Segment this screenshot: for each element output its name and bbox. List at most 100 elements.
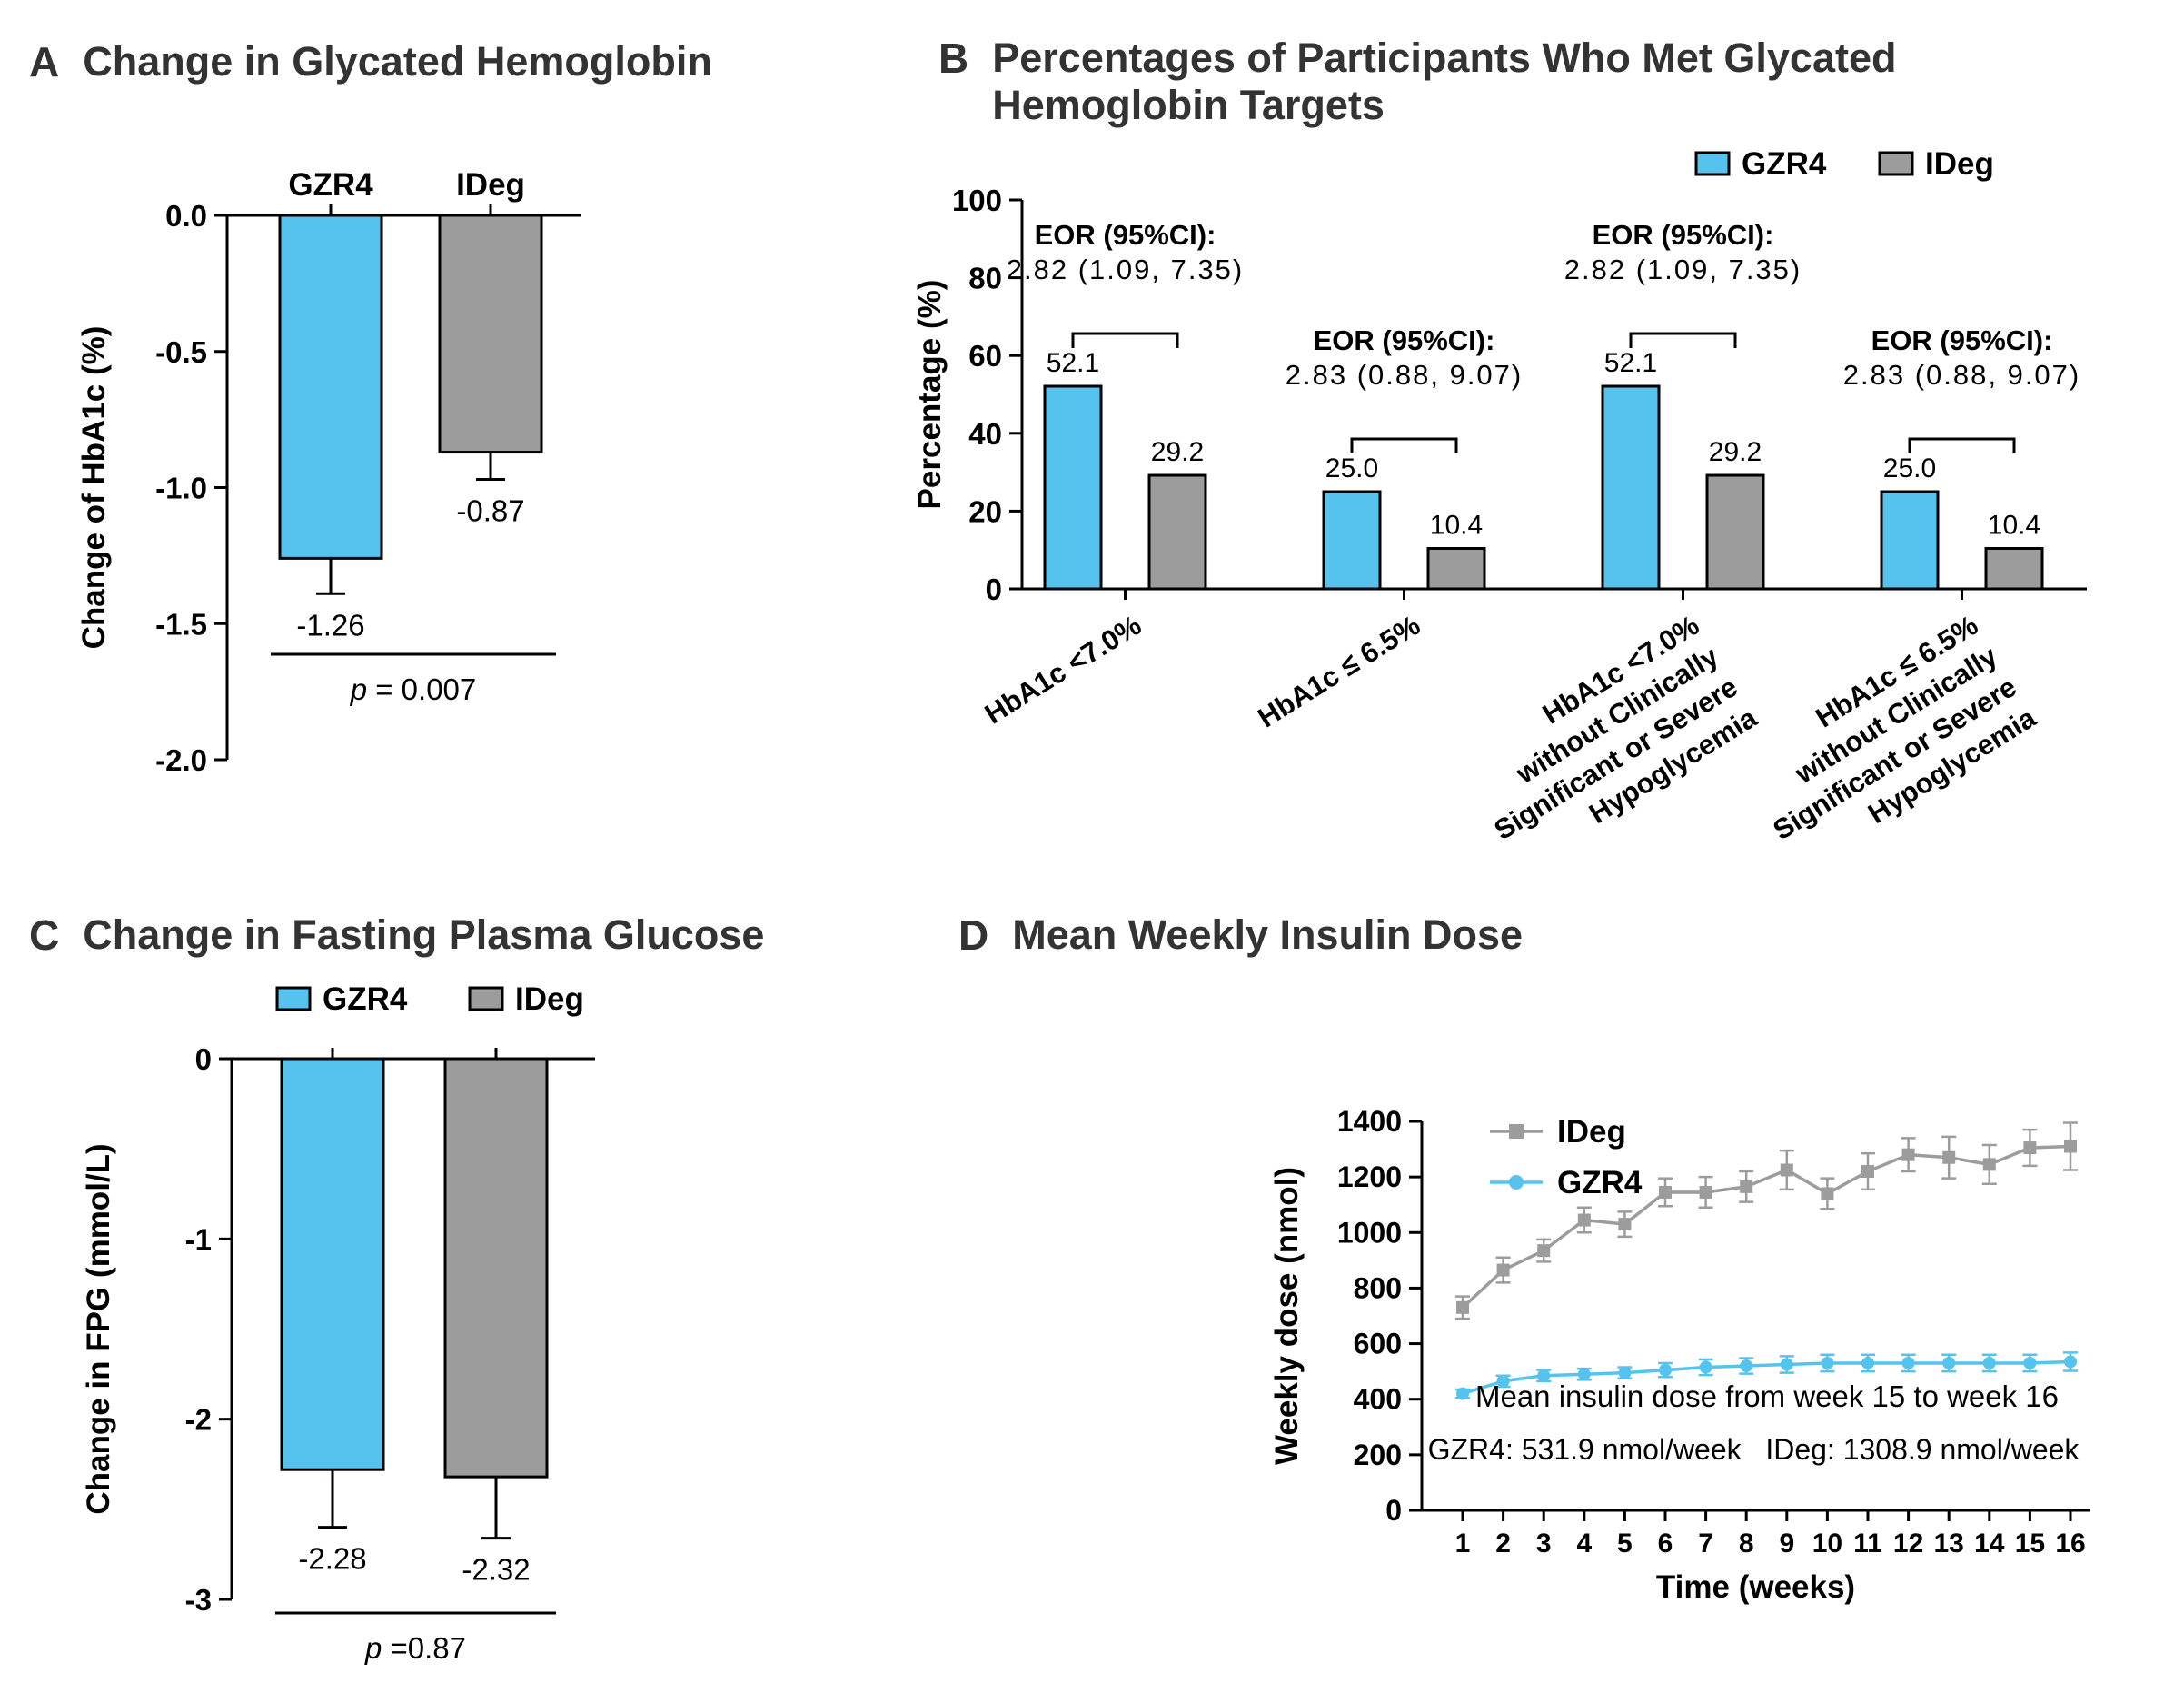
square-marker xyxy=(1577,1213,1591,1227)
chart-fpg-change: 0 -1 -2 -3 -2.28 -2.32 p =0.87 Change in FPG (m… xyxy=(81,981,595,1665)
square-marker xyxy=(2064,1140,2077,1153)
chart-hba1c-change: 0.0 -0.5 -1.0 -1.5 -2.0 -1.26 -0.87 GZR4 IDeg p =… xyxy=(76,167,581,777)
column-label: IDeg xyxy=(456,167,525,203)
x-tick-label: 12 xyxy=(1893,1529,1923,1559)
circle-marker xyxy=(1901,1356,1915,1369)
bars: -2.28 -2.32 xyxy=(280,1057,549,1587)
comparison-bracket xyxy=(1071,332,1179,349)
x-tick-label: 10 xyxy=(1812,1529,1842,1559)
y-tick-label: -3 xyxy=(185,1583,212,1617)
value-label: 10.4 xyxy=(1430,510,1483,540)
y-tick-label: -1 xyxy=(185,1222,212,1256)
p-value-label: p =0.87 xyxy=(364,1631,466,1665)
bar-ideg xyxy=(1426,546,1486,591)
y-tick-label: -1.0 xyxy=(155,472,207,505)
y-tick-label: 0 xyxy=(1385,1494,1402,1527)
bar-gzr4 xyxy=(280,1057,385,1471)
bar-gzr4 xyxy=(1043,384,1103,591)
y-tick-label: 200 xyxy=(1354,1439,1402,1471)
p-value-label: p = 0.007 xyxy=(350,672,477,706)
x-tick-label: 9 xyxy=(1779,1529,1794,1559)
panel-d-letter: D xyxy=(958,911,989,959)
legend-label: IDeg xyxy=(515,981,584,1017)
square-marker xyxy=(1537,1244,1551,1258)
bar-gzr4 xyxy=(1322,490,1382,591)
comparison-bracket xyxy=(1908,437,2016,453)
error-bar xyxy=(316,558,345,595)
y-tick-label: 60 xyxy=(968,339,1002,373)
error-bar xyxy=(318,1469,347,1529)
legend-label: IDeg xyxy=(1557,1114,1626,1150)
x-tick-label: 16 xyxy=(2055,1529,2085,1559)
bar-ideg xyxy=(1984,546,2044,591)
x-tick-label: 13 xyxy=(1934,1529,1964,1559)
square-marker xyxy=(1901,1148,1915,1161)
y-tick-label: 0.0 xyxy=(165,199,207,233)
circle-marker xyxy=(1982,1356,1996,1369)
square-marker xyxy=(1699,1185,1712,1199)
circle-marker xyxy=(1537,1369,1551,1382)
error-bar xyxy=(481,1477,511,1540)
x-tick-label: 8 xyxy=(1739,1529,1754,1559)
circle-marker xyxy=(1456,1387,1469,1400)
circle-marker xyxy=(1618,1366,1632,1379)
y-tick-label: 1400 xyxy=(1337,1105,1402,1138)
eor-value: 2.83 (0.88, 9.07) xyxy=(1843,359,2081,391)
y-tick-label: 400 xyxy=(1354,1383,1402,1416)
annotation-line-2: GZR4: 531.9 nmol/week IDeg: 1308.9 nmol/… xyxy=(1428,1433,2080,1466)
p-value: p =0.87 xyxy=(275,1611,556,1665)
panel-c-heading: Change in Fasting Plasma Glucose xyxy=(83,911,765,958)
bars: -1.26 -0.87 xyxy=(278,214,543,642)
eor-label: EOR (95%CI): xyxy=(1314,324,1495,356)
eor-label: EOR (95%CI): xyxy=(1871,324,2053,356)
legend-label: GZR4 xyxy=(1742,146,1827,182)
legend: GZR4 IDeg xyxy=(275,981,584,1017)
bar-group: 52.1 29.2 EOR (95%CI):2.82 (1.09, 7.35) HbA… xyxy=(1450,219,1802,877)
comparison-bracket xyxy=(1350,437,1458,453)
column-label: GZR4 xyxy=(288,167,373,203)
y-tick-label: -1.5 xyxy=(155,607,207,641)
value-label: 25.0 xyxy=(1883,453,1936,483)
eor-value: 2.82 (1.09, 7.35) xyxy=(1564,254,1802,285)
value-label: -2.32 xyxy=(462,1553,530,1587)
y-tick-label: 40 xyxy=(968,417,1002,451)
legend-swatch-ideg xyxy=(1878,151,1914,176)
y-tick-label: 20 xyxy=(968,494,1002,528)
y-axis-label: Change in FPG (mmol/L) xyxy=(81,1143,116,1514)
category-label: HbA1c <7.0%without ClinicallySignificant… xyxy=(1450,609,1762,877)
category-label: HbA1c <7.0% xyxy=(979,609,1147,730)
eor-value: 2.82 (1.09, 7.35) xyxy=(1007,254,1245,285)
legend-circle-marker xyxy=(1509,1175,1524,1190)
value-label: 29.2 xyxy=(1709,437,1762,467)
x-tick-label: 5 xyxy=(1617,1529,1633,1559)
y-axis-label: Percentage (%) xyxy=(913,280,948,510)
legend-swatch-gzr4 xyxy=(275,986,312,1011)
annotation-line-1: Mean insulin dose from week 15 to week 1… xyxy=(1475,1379,2059,1413)
circle-marker xyxy=(1577,1368,1591,1381)
error-bar xyxy=(476,452,505,482)
square-marker xyxy=(2023,1141,2037,1155)
circle-marker xyxy=(1740,1359,1753,1373)
x-tick-label: 7 xyxy=(1698,1529,1713,1559)
panel-d-title: D Mean Weekly Insulin Dose xyxy=(958,911,1523,960)
legend-swatch-gzr4 xyxy=(1694,151,1731,176)
p-value: p = 0.007 xyxy=(271,652,556,706)
x-tick-label: 1 xyxy=(1455,1529,1471,1559)
circle-marker xyxy=(2023,1356,2037,1369)
x-tick-label: 6 xyxy=(1658,1529,1673,1559)
circle-marker xyxy=(2064,1355,2077,1369)
category-label: HbA1c ≤ 6.5% xyxy=(1252,609,1425,733)
y-tick-labels: 0.0 -0.5 -1.0 -1.5 -2.0 xyxy=(155,199,207,777)
y-tick-label: -2 xyxy=(185,1403,212,1437)
y-tick-labels: 0 20 40 60 80 100 xyxy=(952,184,1002,606)
y-tick-label: 80 xyxy=(968,262,1002,295)
value-label: -1.26 xyxy=(296,608,364,642)
value-label: -0.87 xyxy=(456,494,524,528)
y-tick-label: -2.0 xyxy=(155,743,207,777)
eor-label: EOR (95%CI): xyxy=(1593,219,1774,251)
circle-marker xyxy=(1659,1363,1672,1377)
bar-ideg xyxy=(1147,473,1207,591)
